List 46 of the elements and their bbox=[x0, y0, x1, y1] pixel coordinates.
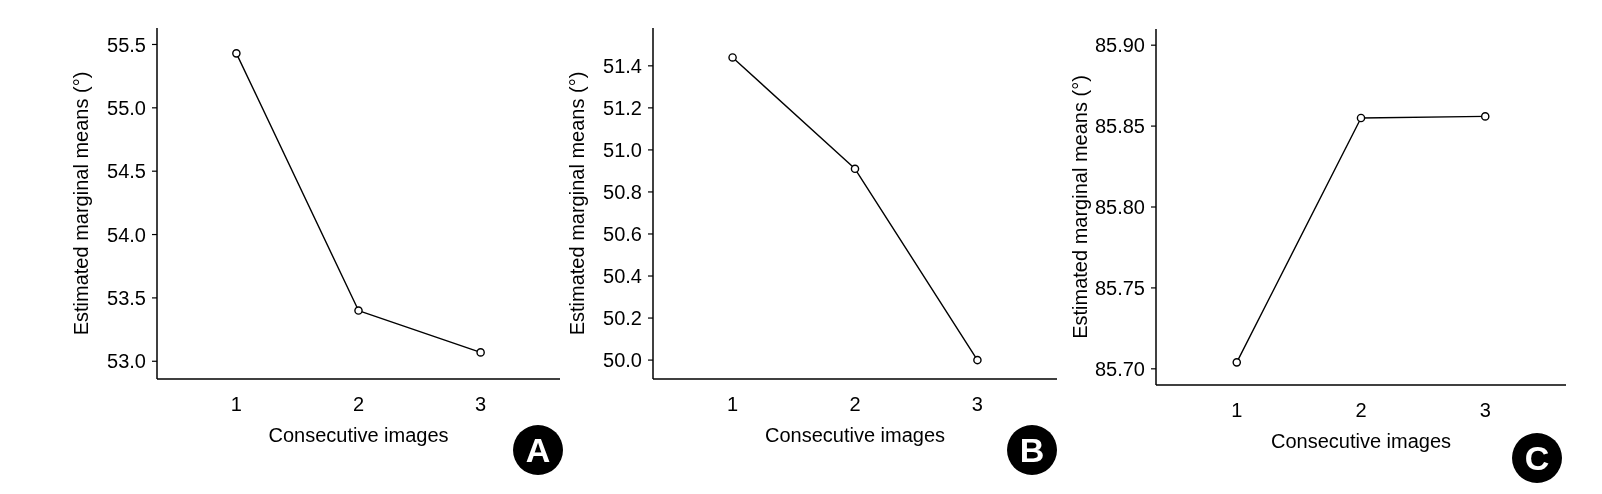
y-axis-title: Estimated marginal means (°) bbox=[1069, 75, 1091, 339]
point bbox=[232, 49, 241, 58]
y-tick-label: 55.5 bbox=[107, 33, 146, 56]
x-tick-label: 3 bbox=[971, 393, 983, 416]
y-tick-label: 50.8 bbox=[603, 181, 642, 204]
y-tick-label: 51.4 bbox=[603, 54, 642, 77]
point bbox=[973, 355, 982, 365]
y-axis-title: Estimated marginal means (°) bbox=[70, 71, 92, 336]
y-tick-label: 55.0 bbox=[107, 96, 146, 119]
x-tick-label: 2 bbox=[1355, 399, 1367, 422]
y-tick-label: 51.0 bbox=[603, 139, 642, 161]
point bbox=[354, 306, 363, 315]
x-tick-label: 1 bbox=[230, 393, 242, 416]
y-tick-label: 85.80 bbox=[1094, 196, 1145, 219]
point bbox=[1480, 112, 1490, 121]
y-tick-label: 85.75 bbox=[1094, 277, 1145, 300]
y-tick-label: 51.2 bbox=[603, 96, 642, 119]
y-tick-label: 85.70 bbox=[1094, 357, 1145, 380]
x-axis-title: Consecutive images bbox=[268, 424, 449, 446]
y-axis-title: Estimated marginal means (°) bbox=[566, 71, 588, 336]
x-tick-label: 3 bbox=[1479, 399, 1491, 422]
y-tick-label: 54.0 bbox=[107, 223, 146, 246]
text: A bbox=[525, 431, 551, 469]
point bbox=[728, 53, 737, 62]
point bbox=[476, 348, 485, 357]
point bbox=[850, 164, 860, 174]
text: C bbox=[1524, 439, 1550, 477]
y-tick-label: 50.6 bbox=[603, 223, 642, 246]
y-tick-label: 50.4 bbox=[603, 265, 642, 288]
y-tick-label: 54.5 bbox=[107, 160, 146, 183]
y-tick-label: 50.0 bbox=[603, 349, 642, 372]
y-tick-label: 50.2 bbox=[603, 307, 642, 330]
x-axis-title: Consecutive images bbox=[764, 424, 946, 446]
point bbox=[1232, 358, 1242, 367]
x-axis-title: Consecutive images bbox=[1270, 430, 1452, 452]
text: B bbox=[1019, 431, 1045, 469]
x-tick-label: 1 bbox=[727, 393, 739, 416]
y-tick-label: 53.5 bbox=[107, 287, 146, 309]
x-tick-label: 2 bbox=[849, 393, 861, 416]
y-tick-label: 53.0 bbox=[107, 350, 146, 373]
y-tick-label: 85.90 bbox=[1094, 34, 1145, 57]
x-tick-label: 3 bbox=[475, 393, 487, 416]
point bbox=[1356, 113, 1366, 123]
x-tick-label: 1 bbox=[1231, 399, 1243, 422]
x-tick-label: 2 bbox=[352, 393, 365, 416]
y-tick-label: 85.85 bbox=[1094, 115, 1145, 138]
